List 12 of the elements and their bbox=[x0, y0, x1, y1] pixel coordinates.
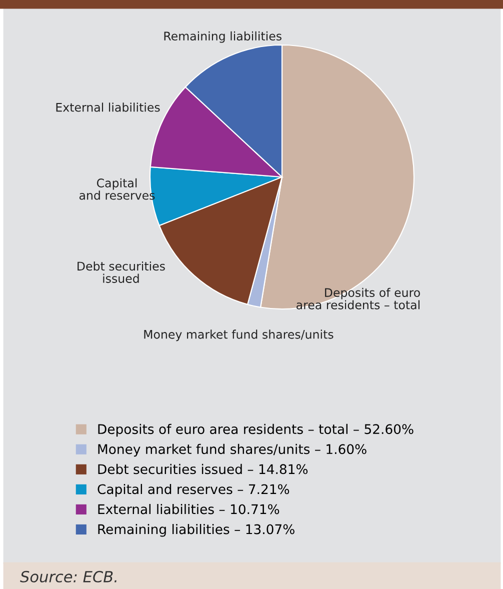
legend-label: External liabilities – 10.71% bbox=[98, 504, 280, 514]
text: Deposits of euro area residents – total bbox=[296, 288, 420, 310]
legend-label: Deposits of euro area residents – total – 52.60% bbox=[98, 424, 414, 437]
legend-label: Debt securities issued – 14.81% bbox=[98, 464, 308, 474]
text: Remaining liabilities bbox=[164, 31, 282, 43]
legend-label: Capital and reserves – 7.21% bbox=[98, 484, 290, 497]
legend-label: Money market fund shares/units – 1.60% bbox=[98, 444, 366, 457]
source-note: Source: ECB. bbox=[20, 570, 116, 582]
legend-label: Remaining liabilities – 13.07% bbox=[98, 524, 294, 537]
text: External liabilities bbox=[56, 102, 160, 112]
text: Money market fund shares/units bbox=[144, 330, 334, 342]
text: Debt securities issued bbox=[78, 261, 165, 283]
